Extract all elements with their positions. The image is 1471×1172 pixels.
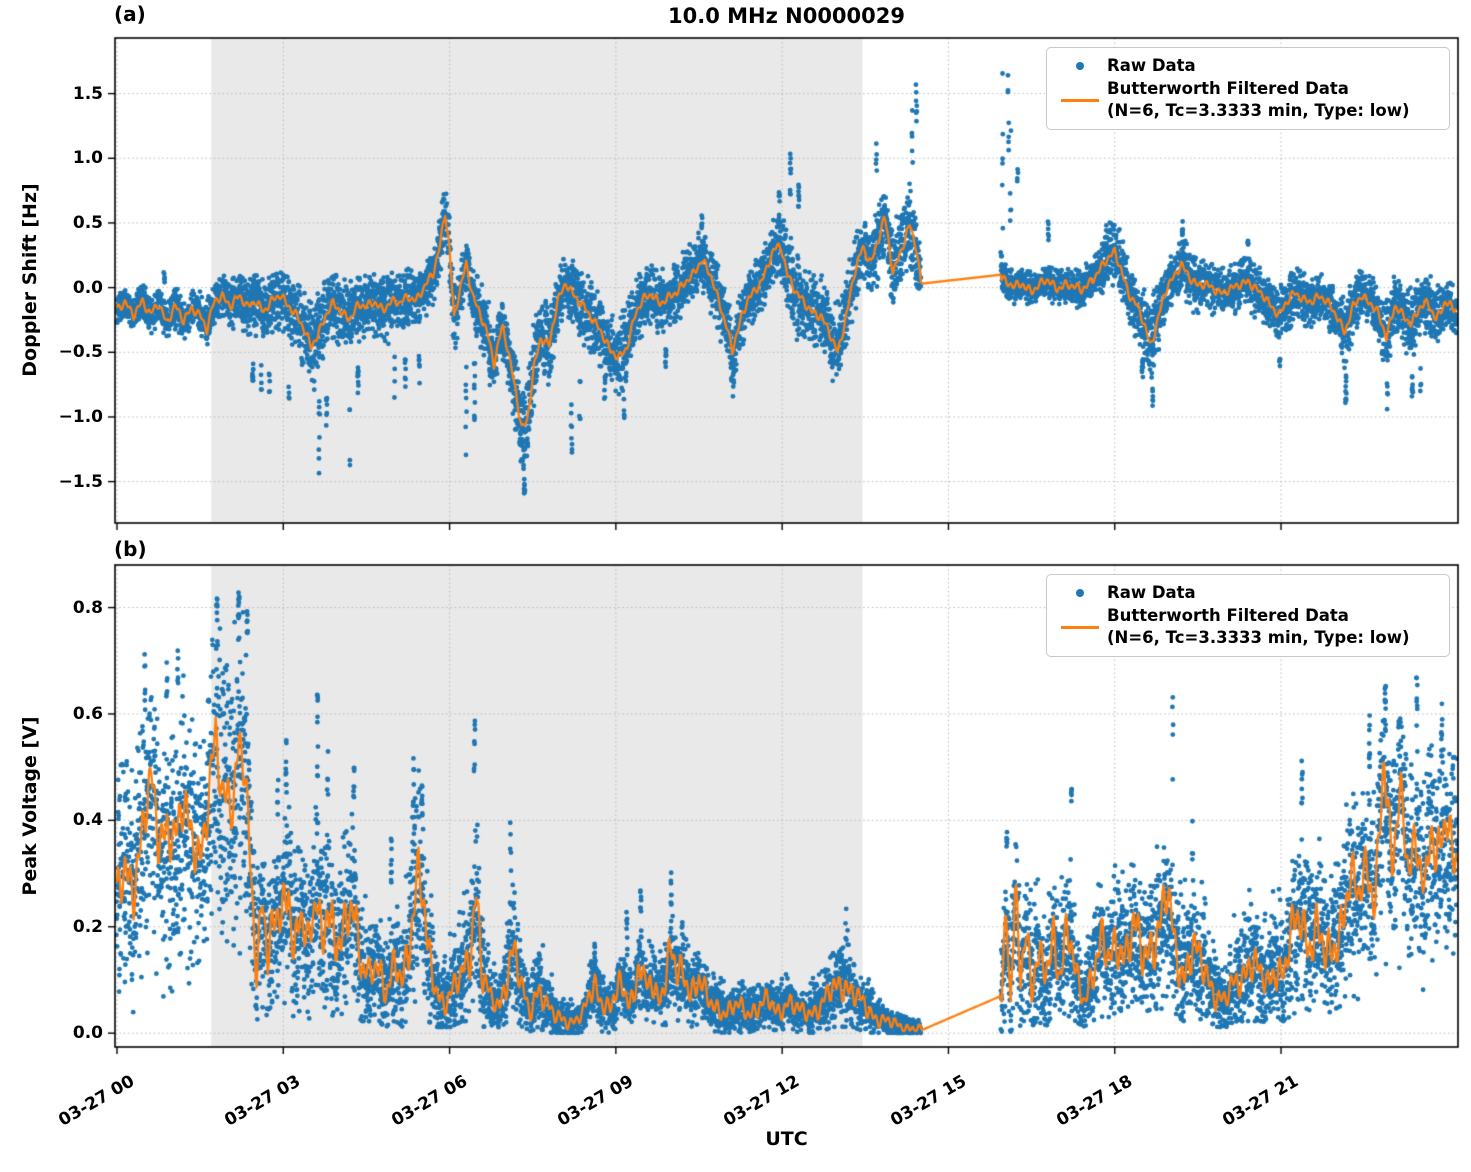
y-tick-label: −1.0 — [58, 406, 103, 427]
y-tick-label: 1.0 — [72, 148, 103, 169]
legend-filtered-label-line2: (N=6, Tc=3.3333 min, Type: low) — [1107, 628, 1410, 647]
chart-title: 10.0 MHz N0000029 — [668, 4, 905, 28]
y-tick-label: 0.5 — [72, 212, 103, 233]
y-axis-label-voltage: Peak Voltage [V] — [19, 716, 41, 896]
legend-box: Raw Data Butterworth Filtered Data (N=6, T… — [1046, 574, 1450, 657]
y-tick-label: 0.4 — [72, 810, 103, 831]
y-tick-label: 0.0 — [72, 1023, 103, 1044]
y-tick-label: 0.8 — [72, 597, 103, 618]
legend-filtered-label-line2: (N=6, Tc=3.3333 min, Type: low) — [1107, 101, 1410, 120]
panel-b-label: (b) — [114, 537, 147, 561]
legend-entry-raw: Raw Data — [1053, 55, 1441, 77]
legend-filtered-label: Butterworth Filtered Data (N=6, Tc=3.3333… — [1107, 605, 1410, 649]
y-tick-label: 1.5 — [72, 83, 103, 104]
y-tick-label: 0.6 — [72, 703, 103, 724]
legend-filtered-label-line1: Butterworth Filtered Data — [1107, 606, 1349, 625]
y-tick-label: −1.5 — [58, 471, 103, 492]
raw-data-marker-icon — [1053, 62, 1107, 70]
panel-a-label: (a) — [114, 2, 146, 26]
x-axis-label-utc: UTC — [765, 1128, 808, 1150]
y-tick-label: −0.5 — [58, 342, 103, 363]
legend-filtered-label: Butterworth Filtered Data (N=6, Tc=3.3333… — [1107, 78, 1410, 122]
y-tick-label: 0.0 — [72, 277, 103, 298]
scatter-dot-icon — [1076, 589, 1084, 597]
raw-data-marker-icon — [1053, 589, 1107, 597]
line-sample-icon — [1061, 98, 1099, 102]
legend-filtered-label-line1: Butterworth Filtered Data — [1107, 79, 1349, 98]
filtered-line-marker-icon — [1053, 98, 1107, 102]
legend-box: Raw Data Butterworth Filtered Data (N=6, T… — [1046, 47, 1450, 130]
legend-entry-filtered: Butterworth Filtered Data (N=6, Tc=3.3333… — [1053, 78, 1441, 122]
y-axis-label-doppler: Doppler Shift [Hz] — [19, 183, 41, 377]
line-sample-icon — [1061, 625, 1099, 629]
scatter-dot-icon — [1076, 62, 1084, 70]
legend-entry-raw: Raw Data — [1053, 582, 1441, 604]
legend-entry-filtered: Butterworth Filtered Data (N=6, Tc=3.3333… — [1053, 605, 1441, 649]
legend-raw-label: Raw Data — [1107, 583, 1196, 602]
y-tick-label: 0.2 — [72, 916, 103, 937]
filtered-line-marker-icon — [1053, 625, 1107, 629]
legend-raw-label: Raw Data — [1107, 56, 1196, 75]
